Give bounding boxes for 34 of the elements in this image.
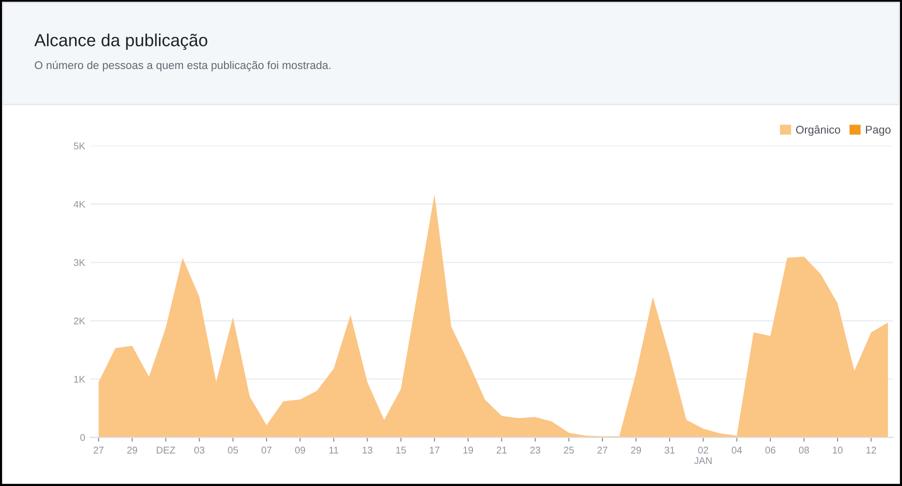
x-tick-label: 29	[127, 446, 138, 454]
x-tick-label: 02 JAN	[694, 446, 712, 464]
x-tick-label: 06	[765, 446, 776, 454]
x-tick-label: 15	[396, 446, 406, 454]
x-tick-label: 27	[94, 446, 104, 454]
x-tick-label: 04	[732, 446, 742, 454]
x-tick-label: 13	[362, 446, 372, 454]
x-tick-label: 27	[598, 446, 608, 454]
y-tick-label: 2K	[74, 317, 86, 324]
legend-label: Orgânico	[796, 125, 840, 136]
y-tick-label: 1K	[74, 376, 86, 383]
x-tick-label: 11	[329, 446, 338, 454]
x-tick-label: DEZ	[156, 446, 176, 454]
x-tick-label: 21	[496, 446, 507, 454]
x-tick-label: 23	[530, 446, 540, 454]
x-tick-label: 12	[866, 446, 876, 454]
chart-subtitle: O número de pessoas a quem esta publicação foi mostrada.	[34, 60, 330, 72]
x-tick-label: 03	[194, 446, 204, 454]
y-tick-label: 4K	[74, 200, 86, 208]
y-tick-label: 5K	[74, 142, 86, 150]
x-tick-label: 09	[295, 446, 306, 454]
x-tick-label: 29	[631, 446, 641, 454]
x-tick-label: 19	[463, 446, 474, 454]
y-tick-label: 3K	[74, 259, 86, 266]
y-tick-label: 0	[80, 434, 85, 442]
x-tick-label: 08	[798, 446, 809, 454]
chart-title: Alcance da publicação	[34, 34, 208, 50]
x-tick-label: 31	[664, 446, 675, 454]
x-tick-label: 10	[832, 446, 843, 454]
x-tick-label: 07	[262, 446, 272, 454]
x-tick-label: 05	[228, 446, 238, 454]
legend-label: Pago	[866, 126, 891, 136]
x-tick-label: 17	[430, 446, 440, 454]
x-tick-label: 25	[564, 446, 574, 454]
